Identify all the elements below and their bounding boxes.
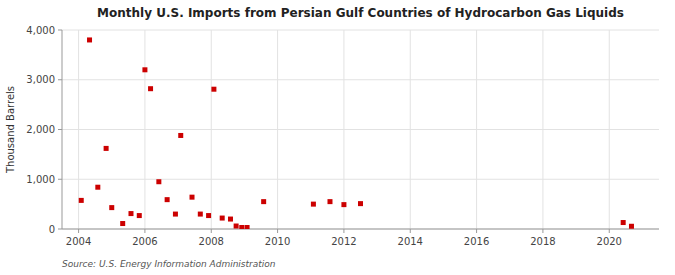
point bbox=[178, 133, 183, 138]
x-tick-label: 2008 bbox=[199, 236, 224, 247]
y-tick-label: 4,000 bbox=[26, 25, 55, 36]
point bbox=[327, 199, 332, 204]
point bbox=[156, 179, 161, 184]
title: Monthly U.S. Imports from Persian Gulf C… bbox=[97, 6, 624, 20]
x-tick bbox=[144, 229, 145, 233]
x-tick bbox=[343, 229, 344, 233]
point bbox=[79, 198, 84, 203]
point bbox=[137, 213, 142, 218]
y-grid-line bbox=[62, 30, 659, 31]
x-tick bbox=[410, 229, 411, 233]
x-grid-line bbox=[476, 30, 477, 229]
point bbox=[358, 201, 363, 206]
x-tick bbox=[277, 229, 278, 233]
point bbox=[120, 221, 125, 226]
point bbox=[311, 202, 316, 207]
point bbox=[211, 87, 216, 92]
chart: Monthly U.S. Imports from Persian Gulf C… bbox=[0, 0, 675, 275]
y-grid-line bbox=[62, 129, 659, 130]
point bbox=[261, 199, 266, 204]
point bbox=[234, 224, 239, 229]
points bbox=[79, 37, 634, 229]
x-tick-label: 2016 bbox=[464, 236, 489, 247]
x-tick-label: 2010 bbox=[265, 236, 290, 247]
point bbox=[341, 202, 346, 207]
y-axis-line bbox=[62, 30, 63, 229]
x-tick bbox=[78, 229, 79, 233]
x-grid-line bbox=[343, 30, 344, 229]
point bbox=[104, 146, 109, 151]
x-tick bbox=[476, 229, 477, 233]
x-tick-label: 2020 bbox=[597, 236, 622, 247]
x-grid-line bbox=[609, 30, 610, 229]
y-tick bbox=[58, 229, 62, 230]
point bbox=[206, 213, 211, 218]
y-axis-label: Thousand Barrels bbox=[5, 86, 16, 174]
point bbox=[245, 225, 250, 229]
point bbox=[87, 37, 92, 42]
point bbox=[190, 195, 195, 200]
x-tick-label: 2018 bbox=[530, 236, 555, 247]
x-tick bbox=[542, 229, 543, 233]
y-tick-label: 3,000 bbox=[26, 74, 55, 85]
point bbox=[128, 211, 133, 216]
x-tick-label: 2012 bbox=[331, 236, 356, 247]
y-tick bbox=[58, 179, 62, 180]
y-grid-line bbox=[62, 79, 659, 80]
y-tick-label: 0 bbox=[49, 224, 55, 235]
point bbox=[239, 225, 244, 229]
y-tick bbox=[58, 79, 62, 80]
y-tick bbox=[58, 129, 62, 130]
point bbox=[165, 197, 170, 202]
x-tick-label: 2006 bbox=[132, 236, 157, 247]
y-tick-label: 1,000 bbox=[26, 174, 55, 185]
y-tick-label: 2,000 bbox=[26, 124, 55, 135]
y-grid-line bbox=[62, 229, 659, 230]
point bbox=[109, 205, 114, 210]
x-tick-label: 2004 bbox=[66, 236, 91, 247]
x-tick-label: 2014 bbox=[398, 236, 423, 247]
x-tick bbox=[609, 229, 610, 233]
source: Source: U.S. Energy Information Administ… bbox=[62, 259, 276, 269]
x-grid-line bbox=[144, 30, 145, 229]
point bbox=[220, 216, 225, 221]
y-tick bbox=[58, 30, 62, 31]
x-axis-line bbox=[62, 229, 659, 230]
point bbox=[95, 185, 100, 190]
y-grid-line bbox=[62, 179, 659, 180]
point bbox=[621, 220, 626, 225]
point bbox=[228, 217, 233, 222]
point bbox=[142, 67, 147, 72]
x-grid-line bbox=[410, 30, 411, 229]
x-grid-line bbox=[277, 30, 278, 229]
point bbox=[198, 212, 203, 217]
x-grid-line bbox=[211, 30, 212, 229]
x-grid-line bbox=[542, 30, 543, 229]
grid bbox=[62, 30, 659, 229]
point bbox=[148, 86, 153, 91]
x-tick bbox=[211, 229, 212, 233]
point bbox=[629, 224, 634, 229]
point bbox=[173, 212, 178, 217]
axes: 0 1,000 2,000 3,000 4,000 2004 2006 2008 2010 201… bbox=[26, 25, 659, 248]
